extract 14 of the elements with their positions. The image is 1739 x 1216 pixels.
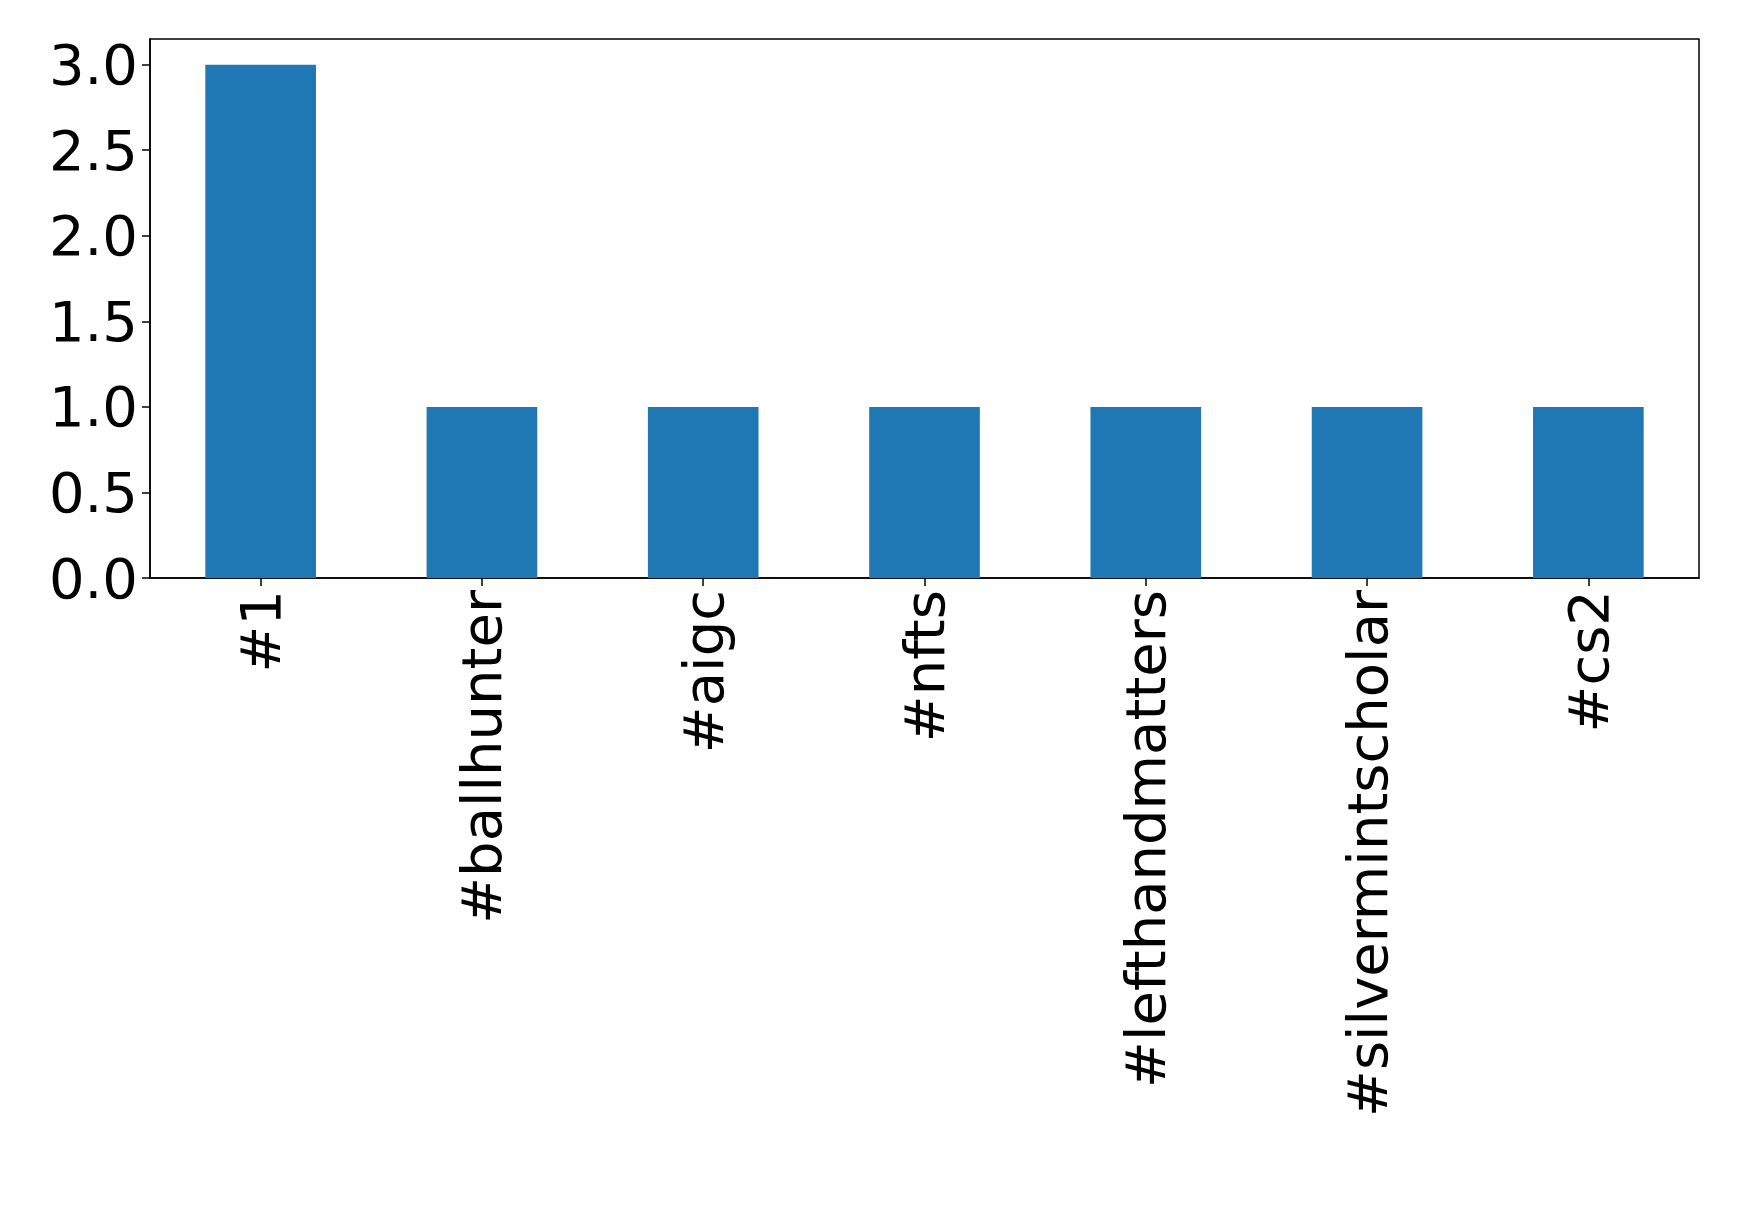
x-tick-label: #silvermintscholar	[1334, 589, 1400, 1118]
x-tick-label: #aigc	[670, 590, 736, 754]
y-tick-label: 2.0	[48, 203, 138, 269]
y-tick-label: 0.0	[48, 545, 138, 611]
y-tick-label: 2.5	[48, 117, 138, 183]
y-tick-label: 3.0	[48, 32, 138, 98]
x-tick-label: #cs2	[1555, 590, 1621, 733]
x-tick-label: #nfts	[892, 590, 957, 743]
x-tick-label: #lefthandmatters	[1113, 590, 1179, 1088]
y-tick-label: 1.0	[48, 374, 138, 440]
x-tick-label: #ballhunter	[449, 589, 515, 924]
y-tick-label: 0.5	[48, 459, 138, 525]
x-tick-label: #1	[228, 590, 294, 673]
y-tick-label: 1.5	[48, 288, 138, 354]
